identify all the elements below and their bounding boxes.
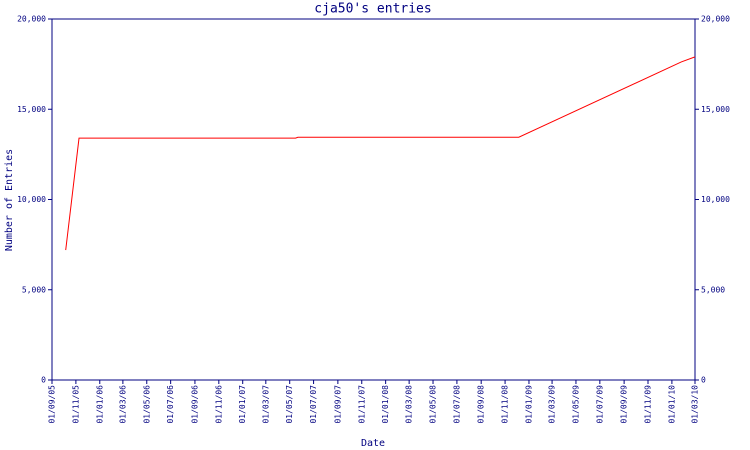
x-tick-label: 01/11/05 [71, 385, 80, 424]
y2-tick-label: 0 [701, 376, 706, 385]
x-tick-label: 01/03/09 [548, 385, 557, 424]
x-tick-label: 01/01/07 [238, 385, 247, 424]
x-tick-label: 01/07/06 [166, 385, 175, 424]
x-tick-label: 01/01/09 [524, 385, 533, 424]
x-tick-label: 01/05/08 [429, 385, 438, 424]
x-tick-label: 01/03/08 [405, 385, 414, 424]
x-tick-label: 01/11/07 [357, 385, 366, 424]
x-tick-label: 01/01/06 [95, 385, 104, 424]
x-tick-label: 01/11/08 [501, 385, 510, 424]
x-axis-title: Date [361, 438, 385, 449]
x-tick-label: 01/05/07 [285, 385, 294, 424]
x-tick-label: 01/11/09 [644, 385, 653, 424]
y2-tick-label: 15,000 [701, 105, 730, 114]
x-tick-label: 01/01/08 [381, 385, 390, 424]
x-tick-label: 01/07/07 [309, 385, 318, 424]
x-tick-label: 01/05/09 [571, 385, 580, 424]
y-axis-title: Number of Entries [4, 149, 15, 251]
x-tick-label: 01/09/06 [190, 385, 199, 424]
x-tick-label: 01/09/08 [477, 385, 486, 424]
y2-tick-label: 20,000 [701, 15, 730, 24]
data-line [65, 56, 696, 251]
x-tick-label: 01/09/07 [333, 385, 342, 424]
x-tick-label: 01/07/08 [452, 385, 461, 424]
x-tick-label: 01/07/09 [595, 385, 604, 424]
y-tick-label: 5,000 [22, 285, 46, 294]
y-tick-label: 15,000 [17, 105, 46, 114]
plot-frame [51, 18, 696, 381]
x-tick-label: 01/01/10 [667, 385, 676, 424]
x-tick-label: 01/09/09 [620, 385, 629, 424]
x-tick-label: 01/03/10 [691, 385, 700, 424]
x-tick-label: 01/11/06 [214, 385, 223, 424]
x-tick-label: 01/03/06 [118, 385, 127, 424]
chart-title: cja50's entries [314, 2, 431, 17]
y-tick-label: 10,000 [17, 195, 46, 204]
x-tick-label: 01/03/07 [261, 385, 270, 424]
y-tick-label: 20,000 [17, 15, 46, 24]
y-tick-label: 0 [41, 376, 46, 385]
y2-tick-label: 5,000 [701, 285, 725, 294]
x-tick-label: 01/05/06 [142, 385, 151, 424]
y2-tick-label: 10,000 [701, 195, 730, 204]
x-tick-label: 01/09/05 [48, 385, 57, 424]
